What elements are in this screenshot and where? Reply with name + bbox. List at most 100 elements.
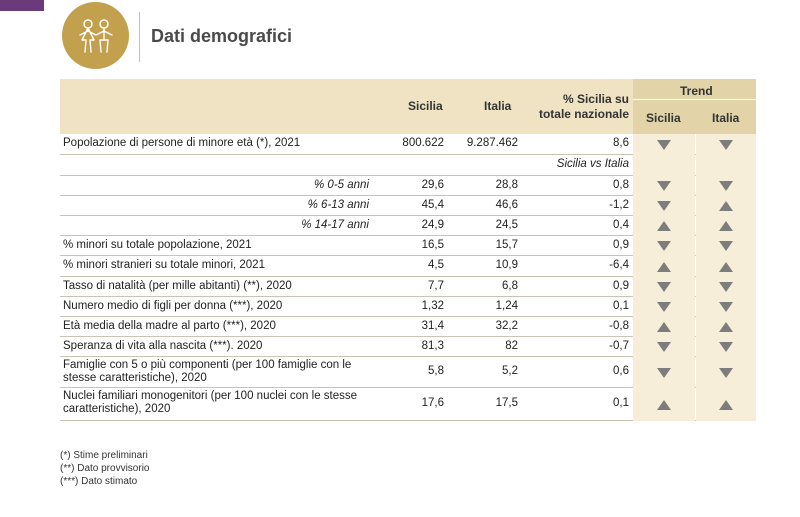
col-header-italia: Italia xyxy=(484,99,512,113)
triangle-down-icon xyxy=(657,282,671,292)
triangle-up-icon xyxy=(657,399,671,410)
row-label: Famiglie con 5 o più componenti (per 100… xyxy=(63,359,352,384)
value-pct: 0,9 xyxy=(613,239,629,251)
triangle-down-icon xyxy=(719,139,733,150)
triangle-down-icon xyxy=(719,302,733,312)
value-pct: 0,4 xyxy=(613,219,629,231)
trend-italia-cell xyxy=(696,134,756,155)
table-header: Sicilia Italia % Sicilia su totale nazio… xyxy=(60,79,756,134)
children-icon xyxy=(62,2,129,69)
triangle-up-icon xyxy=(657,221,671,231)
trend-italia-cell xyxy=(696,216,756,236)
table-row: % 14-17 anni 24,9 24,5 0,4 xyxy=(60,216,756,236)
triangle-up-icon xyxy=(657,322,671,332)
value-italia: 46,6 xyxy=(495,199,518,211)
trend-italia-cell xyxy=(696,256,756,277)
triangle-down-icon xyxy=(719,181,733,191)
value-sicilia: 4,5 xyxy=(428,259,444,271)
col-header-trend-italia: Italia xyxy=(712,111,740,125)
value-italia: 5,2 xyxy=(502,365,518,377)
value-sicilia: 17,6 xyxy=(421,397,444,409)
table-row: % 6-13 anni 45,4 46,6 -1,2 xyxy=(60,196,756,216)
footnote: (***) Dato stimato xyxy=(60,476,138,487)
trend-sicilia-cell xyxy=(633,155,695,176)
value-pct: 8,6 xyxy=(613,137,629,149)
triangle-up-icon xyxy=(719,399,733,410)
row-label: Numero medio di figli per donna (***), 2… xyxy=(63,300,283,312)
table-row: Speranza di vita alla nascita (***). 202… xyxy=(60,337,756,357)
table-row: % minori stranieri su totale minori, 202… xyxy=(60,256,756,277)
table-row: % 0-5 anni 29,6 28,8 0,8 xyxy=(60,176,756,196)
demographics-table: Sicilia Italia % Sicilia su totale nazio… xyxy=(60,79,756,421)
trend-italia-cell xyxy=(696,297,756,317)
triangle-down-icon xyxy=(657,181,671,191)
trend-sicilia-cell xyxy=(633,236,695,256)
row-label: % minori stranieri su totale minori, 202… xyxy=(63,259,265,271)
trend-sicilia-cell xyxy=(633,256,695,277)
triangle-up-icon xyxy=(719,201,733,211)
trend-sicilia-cell xyxy=(633,388,695,421)
triangle-up-icon xyxy=(657,261,671,272)
value-italia: 82 xyxy=(505,340,518,352)
table-row: Famiglie con 5 o più componenti (per 100… xyxy=(60,357,756,388)
trend-italia-cell xyxy=(696,196,756,216)
trend-sicilia-cell xyxy=(633,134,695,155)
value-pct: -6,4 xyxy=(609,259,629,271)
value-sicilia: 31,4 xyxy=(421,320,444,332)
value-pct: -0,7 xyxy=(609,340,629,352)
row-label: % minori su totale popolazione, 2021 xyxy=(63,239,252,251)
trend-italia-cell xyxy=(696,317,756,337)
col-header-sicilia: Sicilia xyxy=(408,99,443,113)
col-header-trend-sicilia: Sicilia xyxy=(646,111,681,125)
trend-header-band xyxy=(633,79,756,134)
triangle-down-icon xyxy=(657,139,671,150)
value-italia: 9.287.462 xyxy=(466,137,518,149)
trend-italia-cell xyxy=(696,388,756,421)
triangle-up-icon xyxy=(719,322,733,332)
value-sicilia: 800.622 xyxy=(402,137,444,149)
value-pct: 0,8 xyxy=(613,179,629,191)
trend-italia-cell xyxy=(696,176,756,196)
col-header-trend: Trend xyxy=(680,84,713,98)
value-pct: 0,1 xyxy=(613,300,629,312)
row-label: Tasso di natalità (per mille abitanti) (… xyxy=(63,280,292,292)
row-label: % 0-5 anni xyxy=(314,179,369,191)
value-italia: 15,7 xyxy=(495,239,518,251)
row-label: Popolazione di persone di minore età (*)… xyxy=(63,137,301,149)
col-header-pct: % Sicilia su totale nazionale xyxy=(538,92,629,121)
value-sicilia: 7,7 xyxy=(428,280,444,292)
table-row: Popolazione di persone di minore età (*)… xyxy=(60,134,756,155)
value-sicilia: 29,6 xyxy=(421,179,444,191)
trend-sicilia-cell xyxy=(633,176,695,196)
value-italia: 28,8 xyxy=(495,179,518,191)
value-sicilia: 16,5 xyxy=(421,239,444,251)
triangle-down-icon xyxy=(657,302,671,312)
table-row: Numero medio di figli per donna (***), 2… xyxy=(60,297,756,317)
value-italia: 6,8 xyxy=(502,280,518,292)
page-title: Dati demografici xyxy=(151,26,293,46)
table-row: Tasso di natalità (per mille abitanti) (… xyxy=(60,277,756,297)
table-row: Nuclei familiari monogenitori (per 100 n… xyxy=(60,388,756,421)
value-pct: 0,1 xyxy=(613,397,629,409)
footnote: (**) Dato provvisorio xyxy=(60,463,150,474)
triangle-down-icon xyxy=(657,367,671,378)
footnotes: (*) Stime preliminari (**) Dato provviso… xyxy=(60,449,149,488)
triangle-down-icon xyxy=(657,342,671,352)
trend-sicilia-cell xyxy=(633,196,695,216)
value-italia: 32,2 xyxy=(495,320,518,332)
trend-sicilia-cell xyxy=(633,297,695,317)
value-sicilia: 45,4 xyxy=(421,199,444,211)
row-label: % 14-17 anni xyxy=(301,219,369,231)
table-subheader-row: Sicilia vs Italia xyxy=(60,155,756,176)
triangle-down-icon xyxy=(719,282,733,292)
trend-italia-cell xyxy=(696,337,756,357)
title-divider xyxy=(139,12,140,62)
trend-sicilia-cell xyxy=(633,337,695,357)
row-label: Età media della madre al parto (***), 20… xyxy=(63,320,276,332)
trend-sicilia-cell xyxy=(633,277,695,297)
row-label: Speranza di vita alla nascita (***). 202… xyxy=(63,340,263,352)
triangle-down-icon xyxy=(719,342,733,352)
triangle-down-icon xyxy=(657,201,671,211)
triangle-down-icon xyxy=(719,367,733,378)
triangle-up-icon xyxy=(719,221,733,231)
